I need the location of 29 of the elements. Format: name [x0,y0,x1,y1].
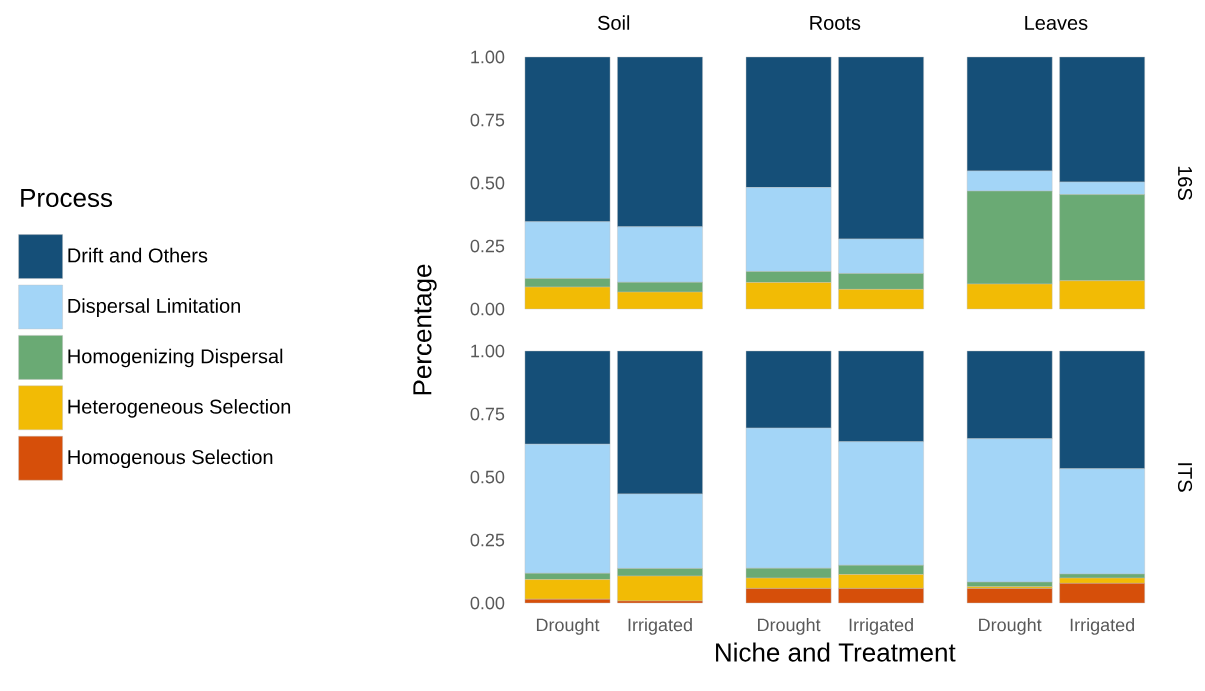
legend-title: Process [21,188,113,208]
x-tick-label: Drought [758,618,821,635]
x-tick-label: Irrigated [849,618,913,635]
text: Soil [597,15,630,30]
text: Leaves [1025,15,1088,30]
x-tick-label: Drought [536,618,600,635]
y-tick-label: 0.50 [470,470,505,484]
legend-label: Dispersal Limitation [68,298,240,317]
legend-label: Heterogeneous Selection [68,399,291,418]
y-tick-label: 0.50 [470,176,505,190]
x-tick-label: Irrigated [1070,618,1134,635]
y-tick-label: 0.75 [470,113,505,127]
y-tick-label: 1.00 [471,344,505,358]
x-tick-label: Drought [979,618,1042,635]
y-tick-label: 0.25 [470,239,505,253]
y2-axis-title: 16S [1177,166,1193,200]
y-tick-label: 0.25 [470,533,505,547]
text: Roots [810,15,861,30]
y2-axis-title: ITS [1177,463,1193,492]
x-axis-title: Niche and Treatment [716,642,956,662]
y-tick-label: 0.75 [470,407,505,421]
y-tick-label: 1.00 [471,50,505,64]
x-tick-label: Irrigated [628,618,692,635]
y-tick-label: 0.00 [470,302,505,316]
legend-label: Homogenizing Dispersal [68,348,283,368]
y-axis-title: Percentage [413,264,437,395]
y-tick-label: 0.00 [470,596,505,610]
legend-label: Homogenous Selection [68,449,273,469]
legend-label: Drift and Others [68,247,208,263]
